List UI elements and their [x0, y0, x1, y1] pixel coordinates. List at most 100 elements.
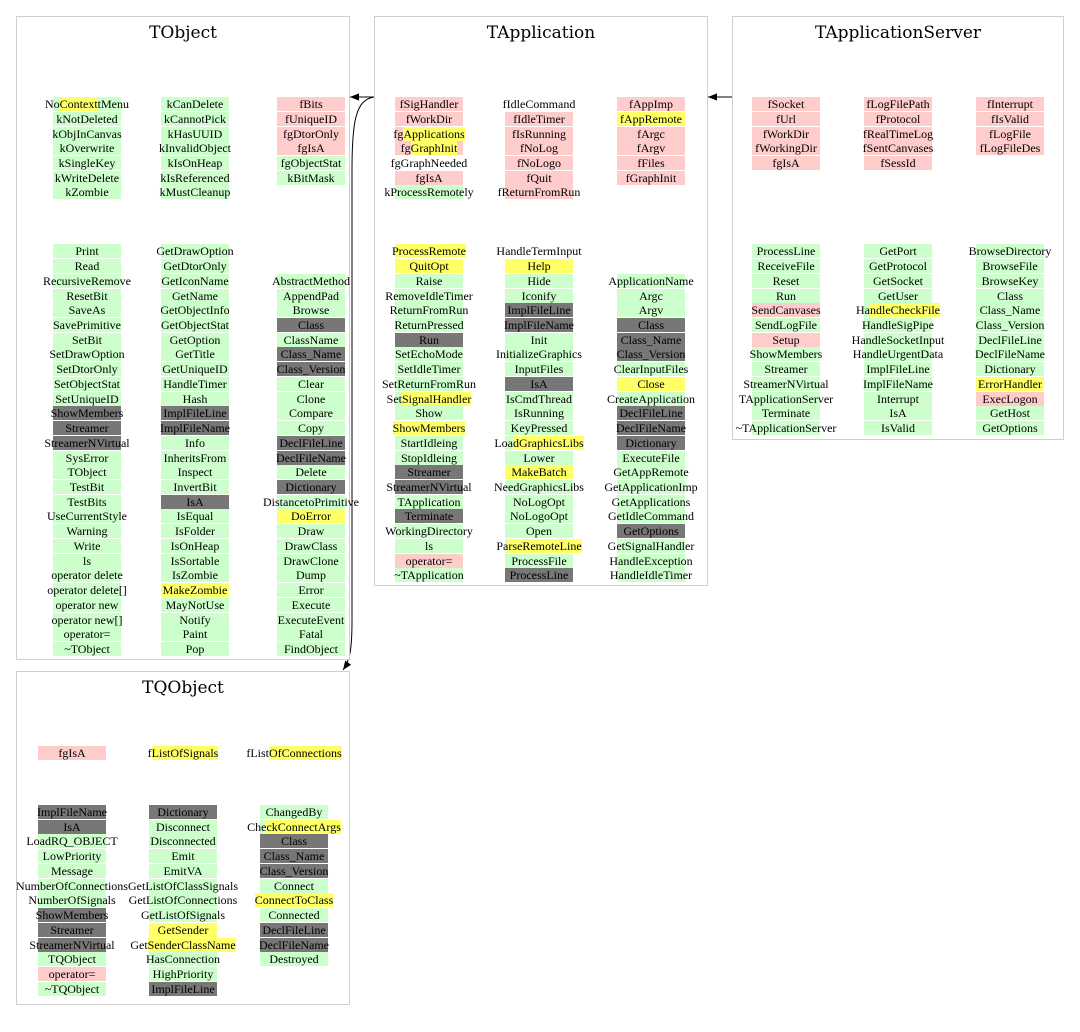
member-label: BrowseKey	[981, 273, 1039, 288]
member-kbitmask: kBitMask	[251, 170, 371, 185]
member-label: fgIsA	[772, 155, 800, 170]
member-highlight	[505, 259, 573, 273]
member-label: UseCurrentStyle	[47, 509, 127, 524]
member-doerror: DoError	[251, 509, 371, 524]
member-label: fgDtorOnly	[283, 126, 339, 141]
member-highlight	[53, 303, 121, 318]
member-highlight	[864, 376, 932, 391]
member-isrunning: IsRunning	[479, 406, 599, 421]
member-label: HandleException	[609, 553, 693, 568]
member-highlight	[752, 155, 820, 170]
member-label: QuitOpt	[409, 259, 449, 273]
member-write: Write	[27, 538, 147, 553]
member-error: Error	[251, 583, 371, 598]
member-label: Inspect	[177, 465, 213, 480]
member-label: ProcessFile	[511, 553, 567, 568]
member-label: Setup	[772, 332, 800, 347]
member-label: Copy	[297, 421, 324, 436]
member-label: NoLogoOpt	[510, 509, 568, 524]
member-label: ConnectToClass	[254, 893, 334, 908]
member-highlight	[864, 406, 932, 421]
member-setdrawoption: SetDrawOption	[27, 347, 147, 362]
member-label: CheckConnectArgs	[247, 819, 341, 834]
member-highlight	[277, 480, 345, 494]
member-highlight	[617, 332, 685, 347]
member-drawclass: DrawClass	[251, 538, 371, 553]
member-label: fListOfSignals	[147, 746, 219, 760]
member-paint: Paint	[135, 627, 255, 642]
member-highlight	[976, 97, 1044, 111]
member-class-name: Class_Name	[591, 332, 711, 347]
member-startidleing: StartIdleing	[369, 435, 489, 450]
member-kobjincanvas: kObjInCanvas	[27, 126, 147, 141]
member-highlight	[149, 922, 217, 937]
member-highlight	[752, 97, 820, 111]
member-declfilename: DeclFileName	[234, 937, 354, 952]
member-label: Argv	[638, 303, 664, 318]
member-highlight	[395, 97, 463, 111]
member-highlight	[277, 568, 345, 583]
member-label: IsA	[186, 494, 204, 509]
member-label: GetApplications	[611, 494, 691, 509]
member-label: Reset	[772, 273, 800, 288]
member-implfilename: ImplFileName	[135, 421, 255, 436]
member-label: SetBit	[71, 332, 102, 347]
member-kcandelete: kCanDelete	[135, 97, 255, 111]
member-highlight	[864, 318, 932, 332]
member-label: ImplFileName	[863, 376, 933, 391]
member-terminate: Terminate	[726, 406, 846, 421]
member-label: IsFolder	[175, 524, 215, 539]
member-highlight	[617, 391, 685, 406]
member-label: DeclFileLine	[978, 332, 1042, 347]
member-highlight	[277, 553, 345, 568]
member-label: fWorkDir	[405, 111, 453, 126]
member-highlight	[864, 362, 932, 377]
member-label: ~TQObject	[44, 981, 100, 996]
member-workingdirectory: WorkingDirectory	[369, 524, 489, 539]
member-label: kWriteDelete	[54, 170, 120, 185]
member-label: StreamerNVirtual	[386, 480, 472, 494]
member-highlight	[505, 376, 573, 391]
member-label: ExecLogon	[982, 391, 1038, 406]
member-getdtoronly: GetDtorOnly	[135, 259, 255, 273]
member-label: Class	[996, 288, 1023, 303]
member-highlight	[505, 273, 573, 288]
member-highlight	[38, 922, 106, 937]
member-label: IsEqual	[176, 509, 214, 524]
member-highlight	[38, 804, 106, 819]
member-highlight	[617, 303, 685, 318]
member-highlight	[161, 642, 229, 656]
member-highlight	[395, 406, 463, 421]
member-highlight	[277, 170, 345, 185]
member-label: Argc	[639, 288, 663, 303]
member-label: kZombie	[65, 185, 109, 200]
member-label: GetUser	[878, 288, 918, 303]
member-kisonheap: kIsOnHeap	[135, 155, 255, 170]
member-label: ReceiveFile	[757, 259, 815, 273]
member-highlight	[277, 435, 345, 450]
member-label: HandleSocketInput	[851, 332, 945, 347]
member-highlight	[752, 303, 820, 318]
member-highlight	[53, 244, 121, 259]
member-reset: Reset	[726, 273, 846, 288]
member-getapplicationimp: GetApplicationImp	[591, 480, 711, 494]
member-highlight	[53, 465, 121, 480]
member-highlight	[53, 597, 121, 612]
member-label: Emit	[171, 849, 195, 864]
member-label: Browse	[292, 303, 330, 318]
member-browsefile: BrowseFile	[950, 259, 1070, 273]
member-highlight	[161, 97, 229, 111]
member-label: ApplicationName	[608, 273, 694, 288]
member-label: SysError	[65, 450, 109, 465]
member-kwritedelete: kWriteDelete	[27, 170, 147, 185]
member-label: SendLogFile	[755, 318, 817, 332]
member-label: fgIsA	[297, 141, 325, 156]
member-label: kInvalidObject	[159, 141, 231, 156]
member-hash: Hash	[135, 391, 255, 406]
member-highlight	[53, 362, 121, 377]
member-highlight	[149, 967, 217, 981]
member-execute: Execute	[251, 597, 371, 612]
member-label: fIdleCommand	[502, 97, 576, 111]
member-label: kNotDeleted	[56, 111, 118, 126]
member-label: ShowMembers	[749, 347, 823, 362]
